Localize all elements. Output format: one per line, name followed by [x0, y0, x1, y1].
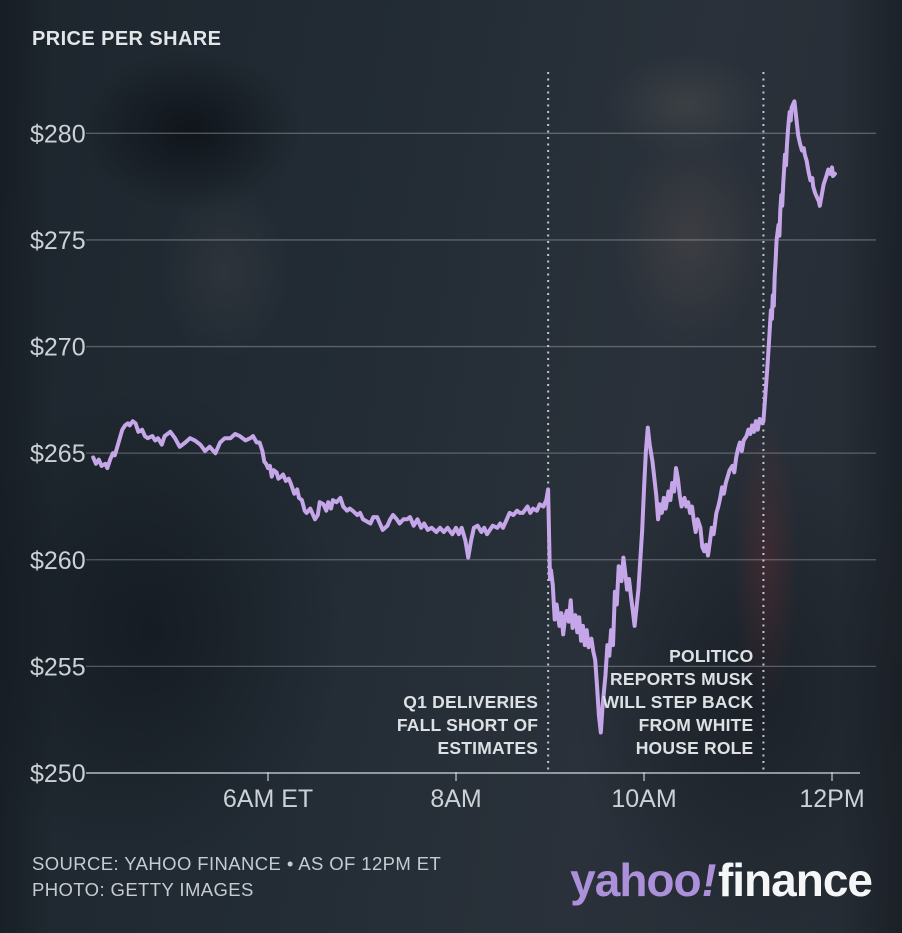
annotation-line: HOUSE ROLE [635, 738, 754, 758]
y-tick-label: $275 [30, 227, 86, 255]
footer-credits: SOURCE: YAHOO FINANCE • AS OF 12PM ET PH… [32, 851, 441, 903]
chart-title: PRICE PER SHARE [32, 28, 222, 50]
annotation-line: WILL STEP BACK [602, 692, 754, 712]
annotation-line: FALL SHORT OF [396, 715, 539, 735]
yahoo-finance-logo: yahoo!finance [570, 853, 873, 907]
annotation-line: FROM WHITE [638, 715, 754, 735]
y-tick-label: $260 [30, 547, 86, 575]
y-tick-label: $255 [30, 653, 86, 681]
y-tick-label: $265 [30, 440, 86, 468]
y-tick-label: $270 [30, 334, 86, 362]
logo-yahoo-text: yahoo [570, 854, 701, 906]
y-tick-label: $280 [30, 120, 86, 148]
y-tick-label: $250 [30, 760, 86, 788]
photo-credit-line: PHOTO: GETTY IMAGES [32, 879, 254, 900]
x-tick-label: 12PM [799, 785, 864, 813]
annotation-q1-deliveries: Q1 DELIVERIES FALL SHORT OF ESTIMATES [397, 691, 538, 760]
annotation-line: REPORTS MUSK [610, 669, 754, 689]
x-tick-label: 8AM [430, 785, 481, 813]
annotation-politico: POLITICO REPORTS MUSK WILL STEP BACK FROM W… [603, 645, 754, 760]
x-tick-label: 10AM [611, 785, 676, 813]
x-tick-label: 6AM ET [223, 785, 313, 813]
annotation-line: ESTIMATES [437, 738, 539, 758]
source-line: SOURCE: YAHOO FINANCE • AS OF 12PM ET [32, 853, 442, 874]
annotation-line: Q1 DELIVERIES [403, 692, 539, 712]
price-line [91, 99, 837, 735]
logo-finance-text: finance [717, 854, 873, 906]
annotation-line: POLITICO [669, 646, 754, 666]
